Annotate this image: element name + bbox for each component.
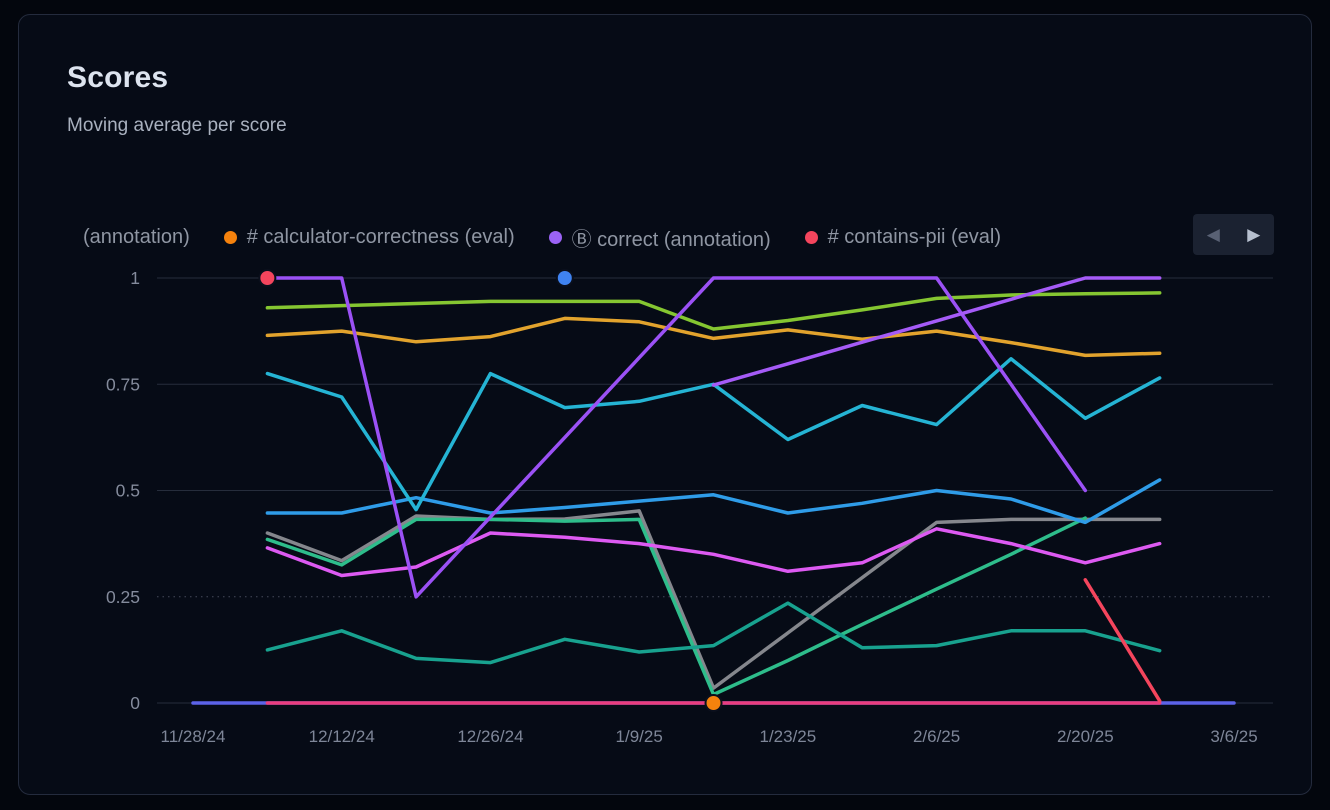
legend-item-annotation[interactable]: (annotation) — [83, 226, 190, 249]
legend-item-contains-pii[interactable]: # contains-pii (eval) — [804, 225, 1002, 249]
legend-prev-button[interactable]: ◀ — [1193, 214, 1234, 255]
legend-dot-purple — [548, 230, 562, 244]
legend-item-label: Ⓑ correct (annotation) — [571, 228, 771, 251]
legend-item-label: # calculator-correctness (eval) — [246, 225, 515, 248]
chevron-right-icon: ▶ — [1247, 225, 1261, 244]
legend-item-calculator-correctness[interactable]: # calculator-correctness (eval) — [223, 225, 515, 249]
legend-dot-orange — [223, 230, 237, 244]
legend-pagination: ◀ ▶ — [1193, 214, 1274, 255]
chevron-left-icon: ◀ — [1206, 225, 1220, 244]
page-subtitle: Moving average per score — [67, 115, 287, 136]
legend-item-label: (annotation) — [83, 225, 190, 248]
legend-item-label: # contains-pii (eval) — [827, 225, 1002, 248]
legend-dot-red — [804, 230, 818, 244]
legend-item-correct-annotation[interactable]: Ⓑ correct (annotation) — [548, 223, 771, 252]
legend-next-button[interactable]: ▶ — [1234, 214, 1275, 255]
page-title: Scores — [67, 61, 169, 94]
chart-legend: (annotation) # calculator-correctness (e… — [83, 219, 1183, 255]
scores-card: Scores Moving average per score (annotat… — [18, 14, 1312, 795]
